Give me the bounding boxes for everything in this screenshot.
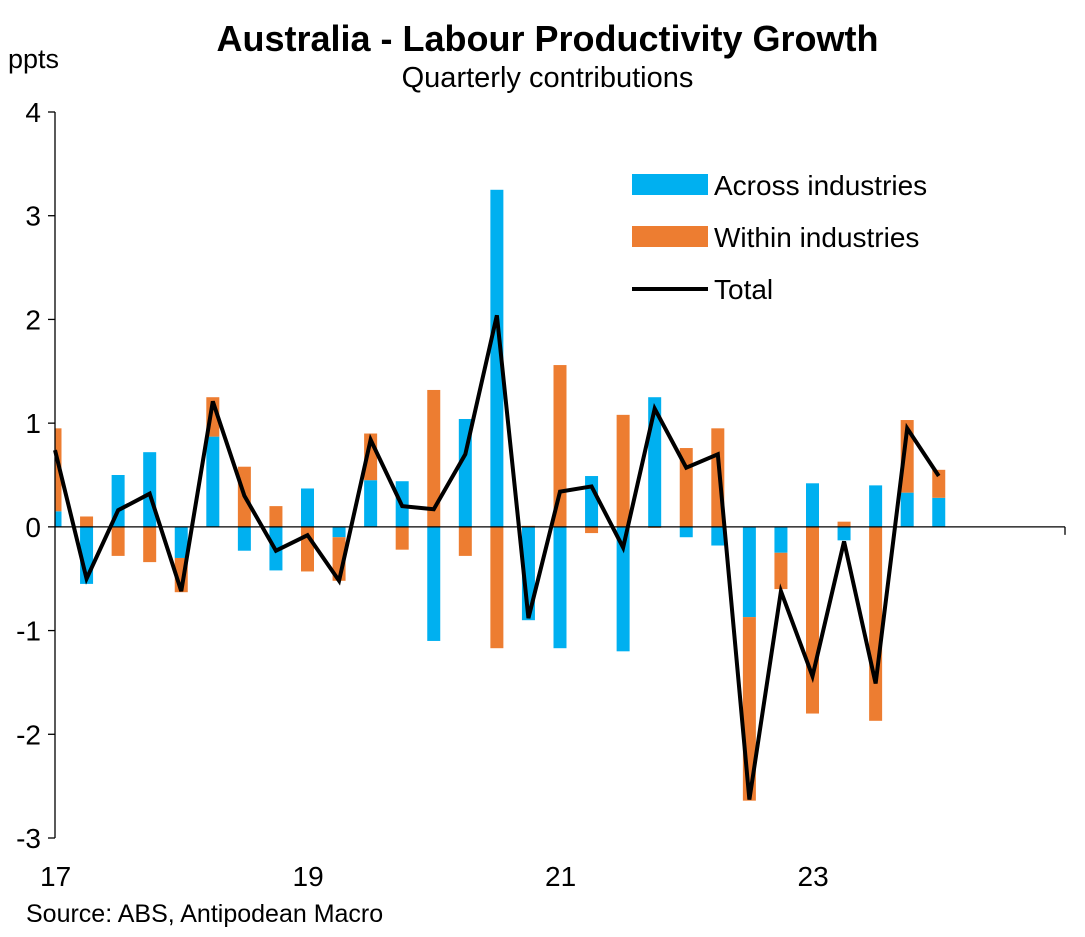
within-industries-bar (490, 526, 504, 649)
across-industries-bar (774, 526, 788, 553)
across-industries-bar (711, 526, 725, 546)
within-industries-bar (837, 521, 851, 527)
across-industries-bar (837, 526, 851, 541)
x-tick-label: 19 (293, 861, 324, 892)
across-industries-bar (490, 189, 504, 527)
within-industries-bar (269, 506, 283, 527)
legend-label: Within industries (714, 222, 919, 253)
x-tick-label: 23 (798, 861, 829, 892)
y-tick-label: -3 (16, 823, 41, 854)
across-industries-bar (174, 526, 188, 558)
legend-swatch-within (632, 226, 708, 247)
y-tick-label: -1 (16, 616, 41, 647)
x-tick-label: 21 (545, 861, 576, 892)
within-industries-bar (395, 526, 409, 550)
within-industries-bar (143, 526, 157, 563)
across-industries-bar (332, 526, 346, 538)
y-tick-label: -2 (16, 719, 41, 750)
across-industries-bar (237, 526, 251, 551)
chart-subtitle: Quarterly contributions (401, 62, 694, 94)
y-tick-label: 0 (25, 512, 41, 543)
legend-label: Total (714, 274, 773, 305)
within-industries-bar (616, 414, 630, 527)
source-note: Source: ABS, Antipodean Macro (26, 900, 384, 928)
across-industries-bar (143, 452, 157, 527)
across-industries-bar (364, 480, 378, 527)
total-line (53, 314, 941, 800)
within-industries-bar (900, 420, 914, 493)
across-industries-bar (869, 485, 883, 527)
y-tick-label: 1 (25, 408, 41, 439)
legend-label: Across industries (714, 170, 927, 201)
within-industries-bar (774, 552, 788, 590)
within-industries-bar (553, 365, 567, 527)
y-tick-label: 4 (25, 97, 41, 128)
y-tick-label: 2 (25, 304, 41, 335)
across-industries-bar (806, 483, 819, 527)
within-industries-bar (80, 516, 94, 527)
across-industries-bar (900, 492, 914, 527)
across-industries-bar (301, 488, 314, 527)
across-industries-bar (616, 526, 630, 652)
y-axis-unit-label: ppts (8, 44, 60, 74)
within-industries-bar (806, 526, 819, 714)
within-industries-bar (111, 526, 125, 556)
chart-title: Australia - Labour Productivity Growth (216, 18, 879, 59)
across-industries-bar (932, 497, 946, 527)
across-industries-bar (553, 526, 567, 649)
y-tick-label: 3 (25, 201, 41, 232)
across-industries-bar (206, 436, 220, 527)
within-industries-bar (932, 469, 946, 498)
legend-swatch-across (632, 174, 708, 195)
across-industries-bar (679, 526, 693, 538)
across-industries-bar (427, 526, 441, 641)
x-tick-label: 17 (40, 861, 71, 892)
within-industries-bar (458, 526, 472, 556)
within-industries-bar (869, 526, 883, 721)
within-industries-bar (585, 526, 599, 534)
across-industries-bar (55, 511, 62, 527)
across-industries-bar (742, 526, 756, 618)
within-industries-bar (427, 389, 441, 527)
across-industries-bar (585, 476, 599, 527)
